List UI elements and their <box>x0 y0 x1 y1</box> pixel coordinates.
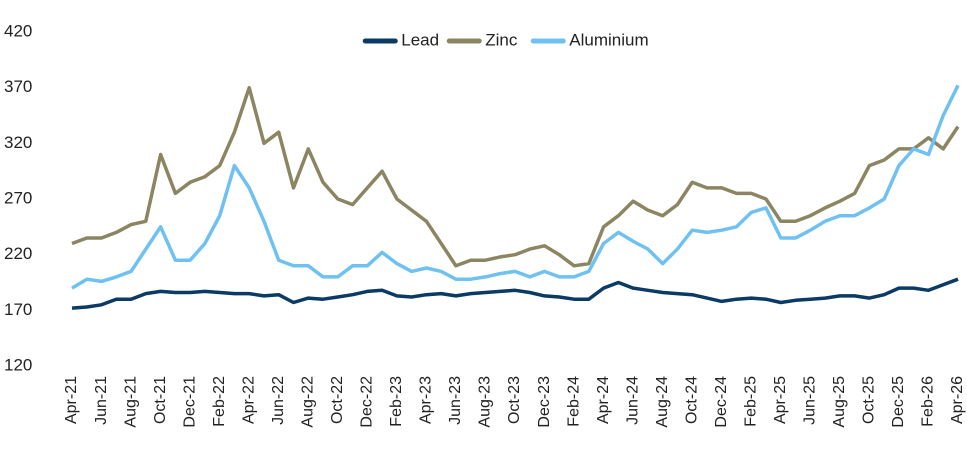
x-tick-label: Oct-21 <box>152 376 169 424</box>
x-tick-label: Apr-24 <box>595 376 612 424</box>
x-tick-label: Feb-24 <box>565 376 582 427</box>
x-tick-label: Jun-21 <box>93 376 110 425</box>
series-line <box>71 85 960 268</box>
series-line <box>71 84 960 290</box>
y-tick-label: 270 <box>4 188 32 207</box>
x-tick-label: Aug-21 <box>122 376 139 428</box>
x-tick-label: Oct-22 <box>329 376 346 424</box>
x-tick-label: Apr-23 <box>418 376 435 424</box>
x-tick-label: Feb-22 <box>211 376 228 427</box>
x-tick-label: Jun-22 <box>270 376 287 425</box>
x-tick-label: Dec-25 <box>890 376 907 428</box>
x-tick-label: Feb-23 <box>388 376 405 427</box>
x-tick-label: Feb-26 <box>920 376 937 427</box>
x-tick-label: Oct-24 <box>683 376 700 424</box>
x-tick-label: Apr-25 <box>772 376 789 424</box>
series-line <box>71 277 959 310</box>
x-tick-label: Oct-25 <box>861 376 878 424</box>
legend-label: Zinc <box>485 30 518 49</box>
x-tick-label: Dec-21 <box>181 376 198 428</box>
x-tick-label: Aug-23 <box>477 376 494 428</box>
y-tick-label: 320 <box>4 133 32 152</box>
x-tick-label: Dec-24 <box>713 376 730 428</box>
x-tick-label: Aug-24 <box>654 376 671 428</box>
y-tick-label: 120 <box>4 355 32 374</box>
y-tick-label: 220 <box>4 244 32 263</box>
x-tick-label: Aug-25 <box>831 376 848 428</box>
y-tick-label: 420 <box>4 21 32 40</box>
x-tick-label: Dec-22 <box>359 376 376 428</box>
x-tick-label: Feb-25 <box>742 376 759 427</box>
x-tick-label: Oct-23 <box>506 376 523 424</box>
x-tick-label: Dec-23 <box>536 376 553 428</box>
x-tick-label: Aug-22 <box>299 376 316 428</box>
x-tick-label: Jun-24 <box>624 376 641 425</box>
x-tick-label: Apr-22 <box>240 376 257 424</box>
legend-label: Aluminium <box>569 30 648 49</box>
x-tick-label: Apr-21 <box>63 376 80 424</box>
y-tick-label: 170 <box>4 300 32 319</box>
legend-label: Lead <box>401 30 439 49</box>
x-tick-label: Apr-26 <box>949 376 966 424</box>
x-tick-label: Jun-23 <box>447 376 464 425</box>
y-tick-label: 370 <box>4 77 32 96</box>
x-tick-label: Jun-25 <box>802 376 819 425</box>
